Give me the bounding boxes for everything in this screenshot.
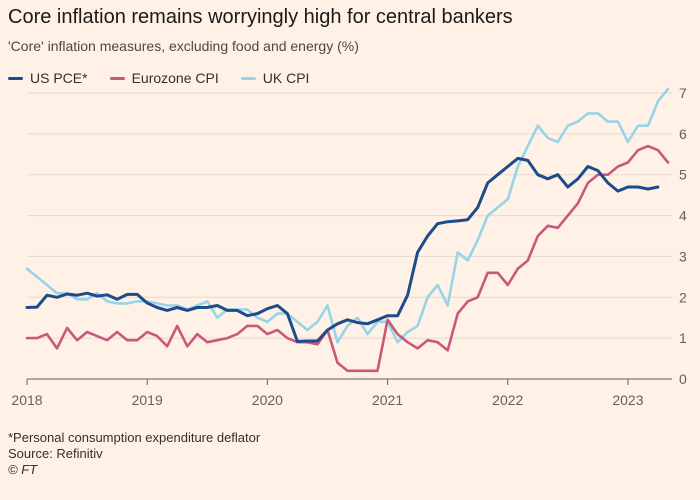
legend-swatch-uk-cpi (240, 76, 256, 80)
y-tick-label-5: 5 (679, 167, 687, 183)
legend-label-uk-cpi: UK CPI (262, 70, 310, 86)
legend-item-eurozone-cpi: Eurozone CPI (109, 70, 219, 86)
series-line-eurozone-cpi (25, 144, 670, 373)
x-tick-label-2021: 2021 (372, 392, 403, 408)
chart-subtitle: 'Core' inflation measures, excluding foo… (8, 38, 359, 54)
ft-credit: © FT (8, 462, 38, 477)
x-tick-label-2018: 2018 (11, 392, 42, 408)
y-tick-label-1: 1 (679, 330, 687, 346)
y-tick-label-0: 0 (679, 371, 687, 387)
footer: *Personal consumption expenditure deflat… (8, 430, 260, 478)
x-tick-label-2019: 2019 (132, 392, 163, 408)
legend-swatch-eurozone-cpi (109, 76, 125, 80)
legend: US PCE* Eurozone CPI UK CPI (8, 69, 331, 87)
legend-label-us-pce: US PCE* (30, 70, 88, 86)
footnote: *Personal consumption expenditure deflat… (8, 430, 261, 445)
legend-item-uk-cpi: UK CPI (240, 70, 310, 86)
legend-label-eurozone-cpi: Eurozone CPI (131, 70, 219, 86)
source-note: Source: Refinitiv (8, 446, 103, 461)
x-tick-label-2022: 2022 (492, 392, 523, 408)
series-line-us-pce (25, 156, 660, 343)
y-tick-label-7: 7 (679, 85, 687, 101)
chart-title: Core inflation remains worryingly high f… (8, 6, 513, 28)
legend-item-us-pce: US PCE* (8, 70, 88, 86)
y-tick-label-2: 2 (679, 289, 687, 305)
y-tick-label-6: 6 (679, 126, 687, 142)
series-line-uk-cpi (25, 87, 670, 344)
y-tick-label-3: 3 (679, 248, 687, 264)
x-tick-label-2023: 2023 (612, 392, 643, 408)
legend-swatch-us-pce (8, 76, 23, 80)
x-tick-label-2020: 2020 (252, 392, 283, 408)
y-tick-label-4: 4 (679, 208, 687, 224)
